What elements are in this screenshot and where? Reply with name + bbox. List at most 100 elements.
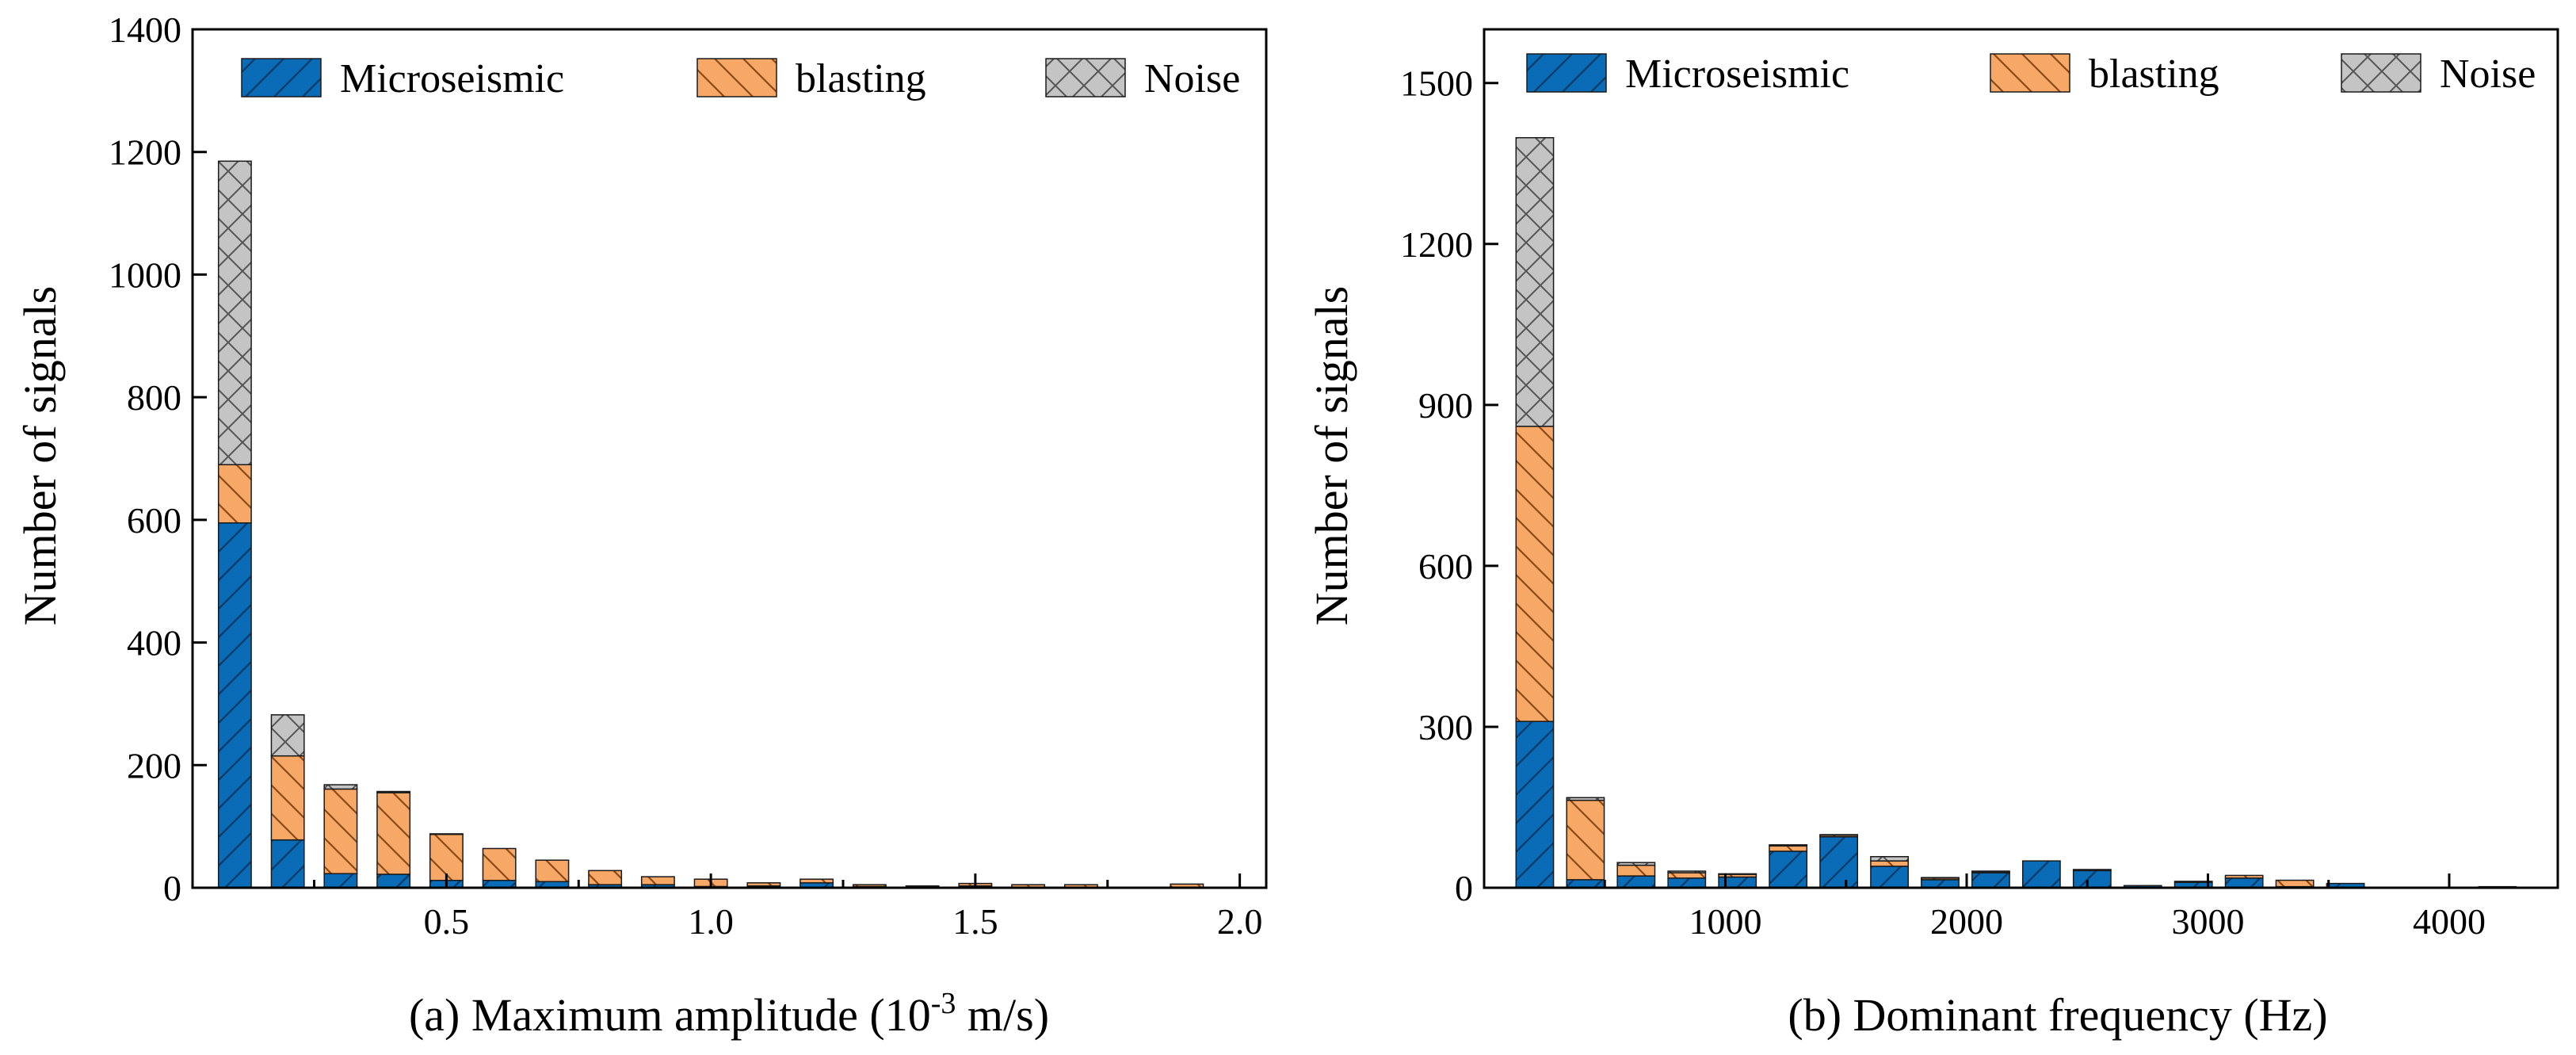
chart-b-bar-microseismic	[1667, 877, 1707, 889]
chart-b-y-tick-label: 900	[1418, 385, 1473, 426]
chart-b-bar-microseismic	[1769, 850, 1808, 889]
chart-a-y-tick-label: 1400	[109, 10, 181, 50]
chart-a-bar-blasting	[535, 859, 570, 883]
chart-b: 0 300 600 900 1200 1500 1000 2000 3000 4000 Micro…	[1306, 28, 2559, 1041]
chart-b-bar-microseismic	[1515, 721, 1555, 889]
chart-a-y-tick-label: 600	[127, 500, 181, 541]
chart-b-legend-swatch-noise	[2341, 53, 2421, 93]
chart-a-x-tick-label: 2.0	[1217, 901, 1263, 942]
chart-b-bar-blasting	[1667, 872, 1707, 879]
chart-b-bar-noise	[1971, 870, 2010, 873]
chart-a-axes-frame	[191, 28, 1268, 889]
chart-a-y-tick-label: 0	[163, 868, 181, 908]
chart-b-axes-frame	[1483, 28, 2559, 889]
chart-a-x-axis-title-exponent: -3	[931, 987, 956, 1020]
chart-b-bar-noise	[1667, 870, 1707, 873]
chart-b-bar-microseismic	[1566, 879, 1605, 889]
chart-a-bar-blasting	[588, 870, 623, 885]
chart-a-bar-blasting	[800, 878, 834, 884]
chart-b-bar-microseismic	[1616, 875, 1656, 889]
chart-b-y-tick-label: 1500	[1400, 63, 1473, 104]
chart-a-bar-blasting	[640, 876, 675, 885]
chart-a-bar-microseismic	[323, 873, 358, 889]
chart-a-y-axis-title: Number of signals	[14, 286, 66, 626]
chart-a-y-tick-label: 200	[127, 745, 181, 786]
chart-b-bar-microseismic	[1971, 872, 2010, 889]
chart-a-x-axis-title-main: (a) Maximum amplitude (10	[409, 989, 931, 1041]
chart-a-bar-microseismic	[217, 522, 252, 889]
chart-a-y-tick-label: 800	[127, 377, 181, 418]
chart-a-bar-noise	[323, 784, 358, 790]
chart-a-bar-noise	[376, 790, 411, 793]
chart-b-bar-microseismic	[1870, 866, 1909, 889]
chart-b-bar-noise	[1870, 855, 1909, 862]
chart-a-legend-swatch-blasting	[696, 58, 777, 97]
chart-a-plot-area: 0 200 400 600 800 1000 1200 1400 0.5 1.0 1.5 2.0	[109, 10, 1268, 942]
chart-b-bar-blasting	[1616, 864, 1656, 877]
chart-a: 0 200 400 600 800 1000 1200 1400 0.5 1.0 1.5 2.0 Mi…	[14, 10, 1268, 1041]
chart-a-x-tick-label: 0.5	[424, 901, 470, 942]
chart-a-bar-blasting	[217, 464, 252, 524]
chart-b-legend-swatch-blasting	[1990, 53, 2070, 93]
chart-a-bar-noise	[429, 833, 464, 835]
chart-b-bar-blasting	[1566, 799, 1605, 881]
chart-b-x-tick-label: 3000	[2171, 901, 2244, 942]
chart-b-legend: Microseismic blasting Noise	[1526, 52, 2536, 97]
chart-b-bar-noise	[1769, 844, 1808, 847]
chart-b-bar-blasting	[2224, 874, 2264, 879]
chart-b-bar-microseismic	[1921, 879, 1960, 889]
chart-b-bar-blasting	[1515, 426, 1555, 722]
chart-a-legend-swatch-noise	[1045, 58, 1126, 97]
chart-b-bar-noise	[1616, 862, 1656, 866]
chart-b-legend-label-blasting: blasting	[2089, 52, 2219, 97]
chart-b-plot-area: 0 300 600 900 1200 1500 1000 2000 3000 4000	[1400, 28, 2559, 942]
chart-a-legend-label-noise: Noise	[1144, 56, 1240, 101]
chart-b-bar-blasting	[2275, 879, 2315, 888]
chart-a-bar-noise	[270, 714, 305, 757]
chart-b-bar-microseismic	[1819, 835, 1859, 889]
chart-a-bar-blasting	[376, 792, 411, 875]
chart-b-bar-blasting	[1870, 860, 1909, 867]
chart-b-y-tick-label: 600	[1418, 546, 1473, 587]
chart-b-bar-noise	[1515, 136, 1555, 427]
chart-b-y-tick-label: 1200	[1400, 224, 1473, 265]
chart-b-y-tick-label: 300	[1418, 707, 1473, 747]
chart-a-legend-swatch-microseismic	[241, 58, 322, 97]
chart-b-bar-noise	[1718, 873, 1757, 875]
chart-b-bar-blasting	[1769, 845, 1808, 852]
chart-a-bar-noise	[217, 160, 252, 465]
chart-b-bar-blasting	[2173, 881, 2213, 883]
chart-b-x-tick-label: 2000	[1930, 901, 2003, 942]
chart-a-bar-blasting	[482, 847, 517, 881]
chart-a-bar-microseismic	[376, 873, 411, 889]
chart-b-bar-noise	[1921, 877, 1960, 879]
chart-b-x-tick-label: 1000	[1689, 901, 1761, 942]
chart-b-legend-label-microseismic: Microseismic	[1625, 52, 1849, 97]
chart-a-bar-blasting	[746, 882, 781, 887]
chart-a-bar-blasting	[270, 755, 305, 841]
chart-a-x-tick-label: 1.0	[688, 901, 734, 942]
chart-a-x-axis-title-unit: m/s)	[956, 989, 1049, 1041]
chart-a-x-axis-title: (a) Maximum amplitude (10-3 m/s)	[409, 987, 1049, 1041]
chart-b-bar-microseismic	[2224, 877, 2264, 889]
chart-a-legend-label-blasting: blasting	[796, 56, 926, 101]
chart-a-x-tick-label: 1.5	[952, 901, 998, 942]
chart-a-bar-blasting	[323, 788, 358, 874]
chart-a-bar-blasting	[852, 884, 887, 888]
chart-a-y-tick-label: 400	[127, 623, 181, 663]
chart-b-legend-swatch-microseismic	[1526, 53, 1607, 93]
chart-b-bar-noise	[1566, 797, 1605, 801]
chart-a-legend-label-microseismic: Microseismic	[340, 56, 564, 101]
chart-b-bar-microseismic	[2021, 860, 2061, 889]
chart-b-y-tick-label: 0	[1455, 868, 1473, 908]
chart-b-y-axis-title: Number of signals	[1306, 286, 1357, 626]
chart-b-x-axis-title: (b) Dominant frequency (Hz)	[1788, 989, 2327, 1041]
chart-b-legend-label-noise: Noise	[2440, 52, 2536, 97]
chart-a-y-tick-label: 1200	[109, 132, 181, 173]
chart-a-bar-microseismic	[270, 839, 305, 889]
chart-a-legend: Microseismic blasting Noise	[241, 56, 1240, 101]
chart-b-x-tick-label: 4000	[2413, 901, 2486, 942]
chart-b-bar-microseismic	[2072, 870, 2112, 889]
chart-a-y-tick-label: 1000	[109, 254, 181, 295]
